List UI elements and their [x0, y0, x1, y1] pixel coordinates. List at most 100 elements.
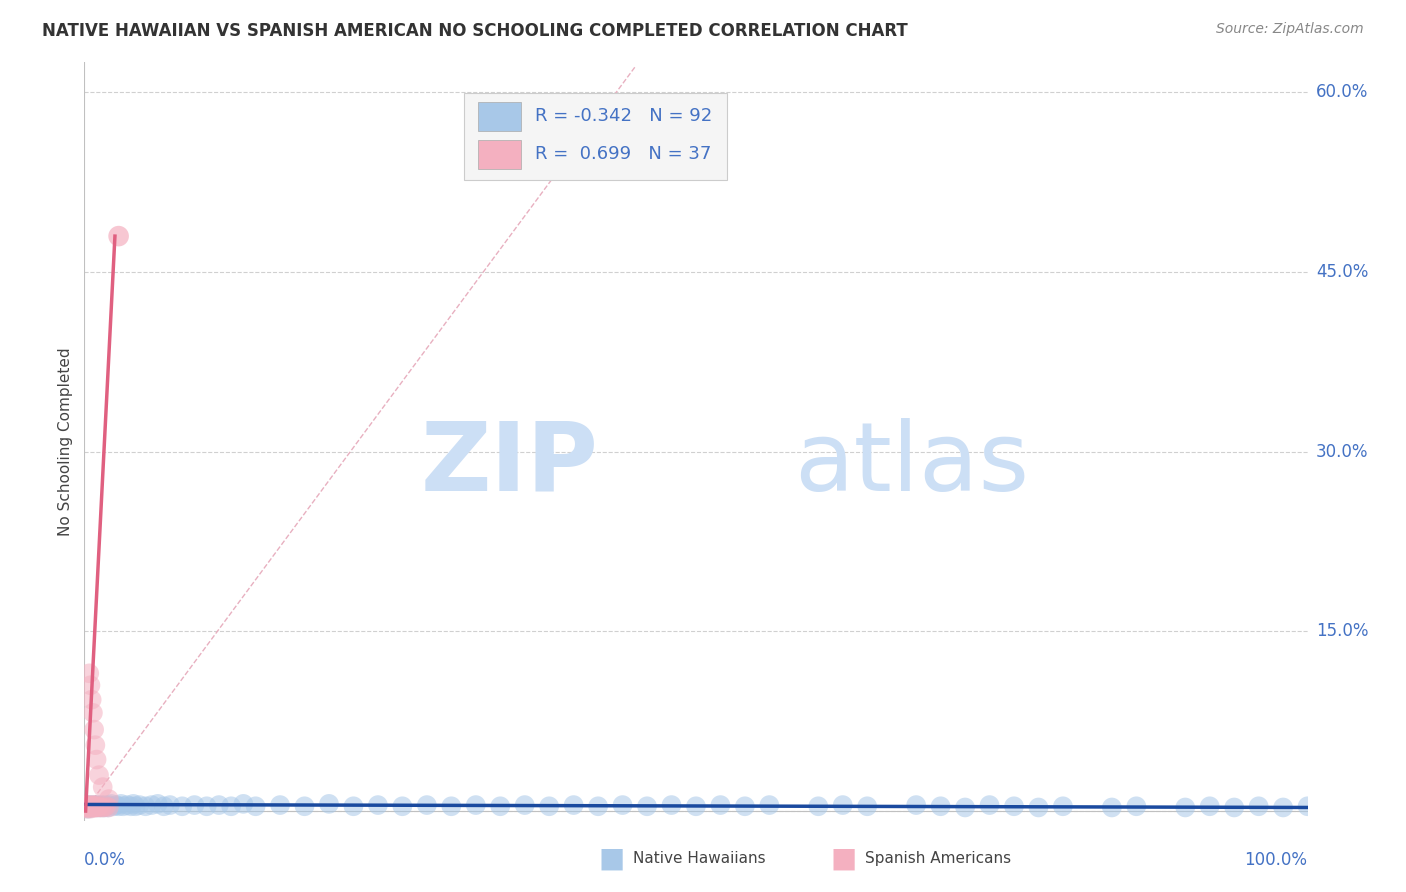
Point — [1296, 799, 1319, 814]
Point — [87, 799, 110, 814]
Point — [103, 799, 125, 814]
Point — [77, 799, 100, 814]
Point — [513, 798, 536, 813]
Point — [79, 798, 101, 813]
Point — [79, 800, 101, 814]
Point — [905, 798, 928, 813]
Point — [1174, 800, 1197, 814]
Point — [86, 753, 108, 767]
Point — [1223, 800, 1246, 814]
Point — [83, 723, 105, 737]
Point — [122, 797, 145, 811]
Point — [195, 799, 218, 814]
Point — [367, 798, 389, 813]
Text: ■: ■ — [599, 844, 624, 872]
Point — [79, 799, 101, 814]
Y-axis label: No Schooling Completed: No Schooling Completed — [58, 347, 73, 536]
Point — [77, 798, 100, 813]
Point — [75, 800, 97, 814]
Point — [636, 799, 658, 814]
Point — [107, 799, 129, 814]
Point — [87, 798, 110, 813]
Point — [94, 798, 117, 813]
Point — [90, 800, 112, 814]
Point — [77, 798, 100, 813]
Point — [1125, 799, 1147, 814]
Point — [953, 800, 976, 814]
Point — [91, 780, 114, 794]
Point — [1052, 799, 1074, 814]
Point — [208, 798, 231, 813]
Text: 15.0%: 15.0% — [1316, 623, 1368, 640]
Point — [1028, 800, 1050, 814]
Point — [87, 768, 110, 782]
Point — [84, 738, 107, 752]
Point — [489, 799, 512, 814]
FancyBboxPatch shape — [478, 102, 522, 130]
Point — [107, 229, 129, 244]
Point — [135, 799, 157, 814]
Text: NATIVE HAWAIIAN VS SPANISH AMERICAN NO SCHOOLING COMPLETED CORRELATION CHART: NATIVE HAWAIIAN VS SPANISH AMERICAN NO S… — [42, 22, 908, 40]
Point — [86, 800, 108, 814]
Point — [141, 798, 163, 813]
Point — [128, 798, 150, 813]
Point — [464, 798, 486, 813]
Point — [77, 666, 100, 681]
Point — [831, 798, 853, 813]
Point — [84, 799, 107, 814]
Point — [91, 799, 114, 814]
Point — [96, 799, 118, 814]
Point — [83, 798, 105, 813]
Point — [77, 799, 100, 814]
Point — [318, 797, 340, 811]
Point — [93, 800, 115, 814]
Point — [83, 798, 105, 813]
Point — [86, 798, 108, 813]
Point — [79, 802, 101, 816]
Point — [120, 799, 142, 814]
Point — [562, 798, 585, 813]
Point — [159, 798, 181, 813]
Point — [391, 799, 413, 814]
Point — [1198, 799, 1220, 814]
Point — [586, 799, 609, 814]
Point — [709, 798, 731, 813]
Text: ZIP: ZIP — [420, 417, 598, 511]
Point — [1272, 800, 1295, 814]
Point — [219, 799, 242, 814]
Point — [105, 798, 128, 813]
Point — [112, 799, 135, 814]
Point — [416, 798, 439, 813]
Point — [82, 799, 104, 814]
Point — [929, 799, 952, 814]
FancyBboxPatch shape — [464, 93, 727, 180]
Point — [77, 802, 100, 816]
Point — [80, 800, 103, 814]
Point — [96, 799, 118, 814]
FancyBboxPatch shape — [478, 140, 522, 169]
Point — [125, 799, 148, 814]
Point — [93, 800, 115, 814]
Point — [86, 800, 108, 814]
Point — [97, 800, 120, 814]
Point — [100, 797, 122, 811]
Point — [110, 797, 132, 811]
Point — [440, 799, 463, 814]
Point — [685, 799, 707, 814]
Point — [76, 799, 98, 814]
Point — [115, 798, 138, 813]
Point — [82, 800, 104, 814]
Point — [75, 799, 97, 814]
Point — [83, 800, 105, 814]
Point — [245, 799, 267, 814]
Text: Spanish Americans: Spanish Americans — [865, 851, 1011, 865]
Point — [1101, 800, 1123, 814]
Point — [84, 800, 107, 814]
Point — [97, 792, 120, 806]
Point — [269, 798, 291, 813]
Text: 100.0%: 100.0% — [1244, 851, 1308, 869]
Text: Source: ZipAtlas.com: Source: ZipAtlas.com — [1216, 22, 1364, 37]
Point — [183, 798, 205, 813]
Text: Native Hawaiians: Native Hawaiians — [633, 851, 765, 865]
Point — [87, 799, 110, 814]
